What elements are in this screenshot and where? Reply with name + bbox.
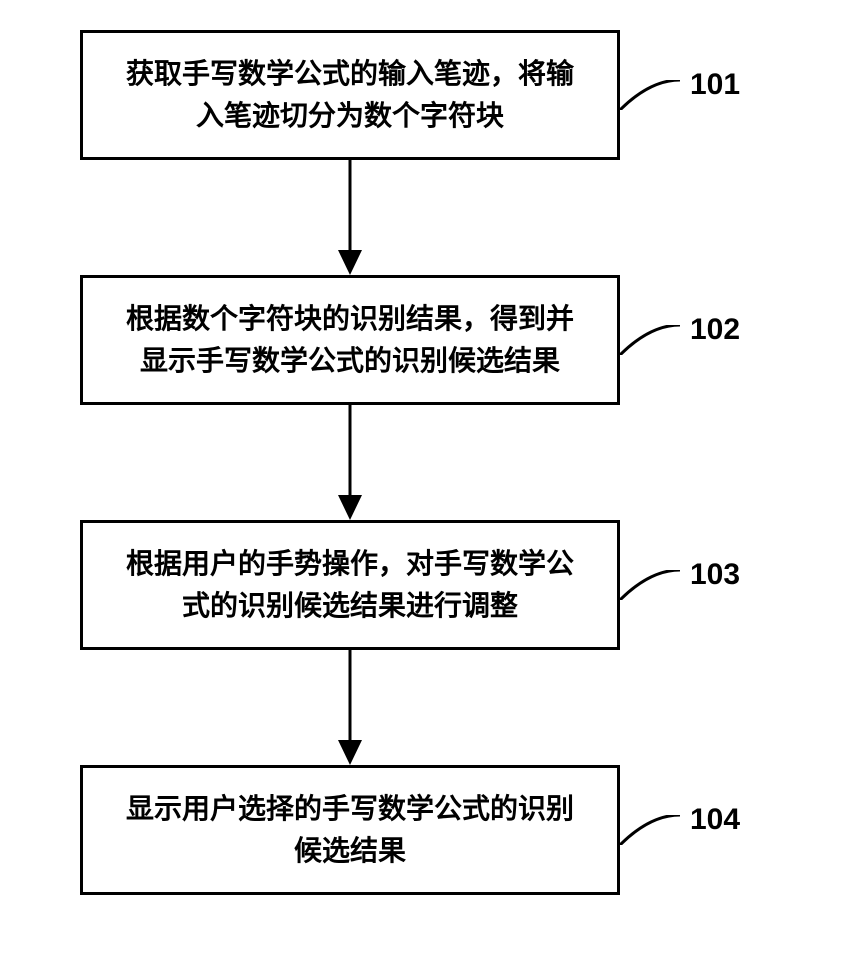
arrow-1 (330, 160, 370, 275)
step-2-text-line2: 显示手写数学公式的识别候选结果 (140, 345, 560, 376)
step-2-container: 根据数个字符块的识别结果，得到并 显示手写数学公式的识别候选结果 102 (80, 275, 780, 405)
step-3-container: 根据用户的手势操作，对手写数学公 式的识别候选结果进行调整 103 (80, 520, 780, 650)
arrow-2 (330, 405, 370, 520)
arrow-2-wrap (80, 405, 620, 520)
label-connector-4 (620, 815, 680, 845)
label-connector-3 (620, 570, 680, 600)
step-3-text-line2: 式的识别候选结果进行调整 (182, 590, 518, 621)
label-connector-1 (620, 80, 680, 110)
label-connector-2 (620, 325, 680, 355)
step-2-text-line1: 根据数个字符块的识别结果，得到并 (126, 303, 574, 334)
step-2-label: 102 (690, 313, 740, 347)
step-3-text-line1: 根据用户的手势操作，对手写数学公 (126, 548, 574, 579)
step-1-box: 获取手写数学公式的输入笔迹，将输 入笔迹切分为数个字符块 (80, 30, 620, 160)
arrow-3 (330, 650, 370, 765)
step-4-text-line1: 显示用户选择的手写数学公式的识别 (126, 793, 574, 824)
step-4-box: 显示用户选择的手写数学公式的识别 候选结果 (80, 765, 620, 895)
arrow-1-wrap (80, 160, 620, 275)
step-2-box: 根据数个字符块的识别结果，得到并 显示手写数学公式的识别候选结果 (80, 275, 620, 405)
step-3-box: 根据用户的手势操作，对手写数学公 式的识别候选结果进行调整 (80, 520, 620, 650)
step-1-container: 获取手写数学公式的输入笔迹，将输 入笔迹切分为数个字符块 101 (80, 30, 780, 160)
step-1-label: 101 (690, 68, 740, 102)
step-4-text-line2: 候选结果 (294, 835, 406, 866)
step-4-label: 104 (690, 803, 740, 837)
arrow-3-wrap (80, 650, 620, 765)
step-1-text-line1: 获取手写数学公式的输入笔迹，将输 (126, 58, 574, 89)
flowchart-container: 获取手写数学公式的输入笔迹，将输 入笔迹切分为数个字符块 101 根据数个字符块… (80, 30, 780, 895)
step-3-label: 103 (690, 558, 740, 592)
step-1-text-line2: 入笔迹切分为数个字符块 (196, 100, 504, 131)
step-4-container: 显示用户选择的手写数学公式的识别 候选结果 104 (80, 765, 780, 895)
